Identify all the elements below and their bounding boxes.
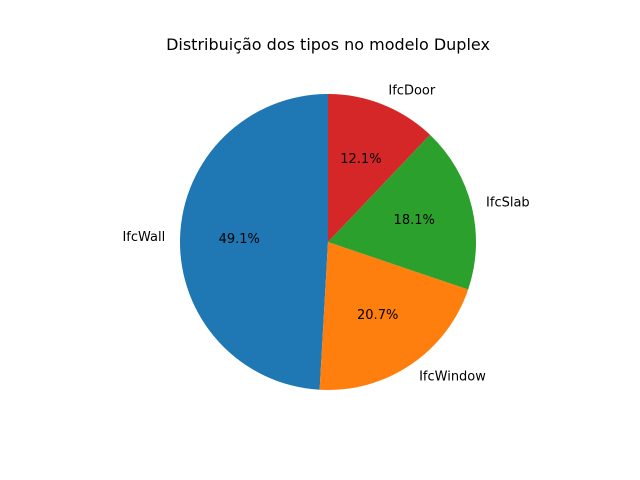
pie-slice-ifcslab bbox=[328, 134, 476, 290]
slice-label-ifcdoor: IfcDoor bbox=[388, 83, 435, 98]
pie-labels: IfcWall 49.1% IfcWindow 20.7% IfcSlab 18.1% If… bbox=[122, 83, 529, 384]
slice-label-ifcwall: IfcWall bbox=[122, 230, 165, 245]
pct-label-ifcwindow: 20.7% bbox=[357, 308, 398, 323]
pie-slice-ifcdoor bbox=[328, 94, 430, 242]
slice-label-ifcwindow: IfcWindow bbox=[419, 369, 486, 384]
pct-label-ifcwall: 49.1% bbox=[219, 232, 260, 247]
pct-label-ifcdoor: 12.1% bbox=[340, 152, 381, 167]
slice-label-ifcslab: IfcSlab bbox=[486, 196, 530, 211]
pie-slice-ifcwall bbox=[179, 94, 328, 390]
pie-slices bbox=[179, 94, 476, 390]
pie-slice-ifcwindow bbox=[319, 242, 469, 390]
chart-title: Distribuição dos tipos no modelo Duplex bbox=[166, 35, 490, 54]
pct-label-ifcslab: 18.1% bbox=[394, 213, 435, 228]
